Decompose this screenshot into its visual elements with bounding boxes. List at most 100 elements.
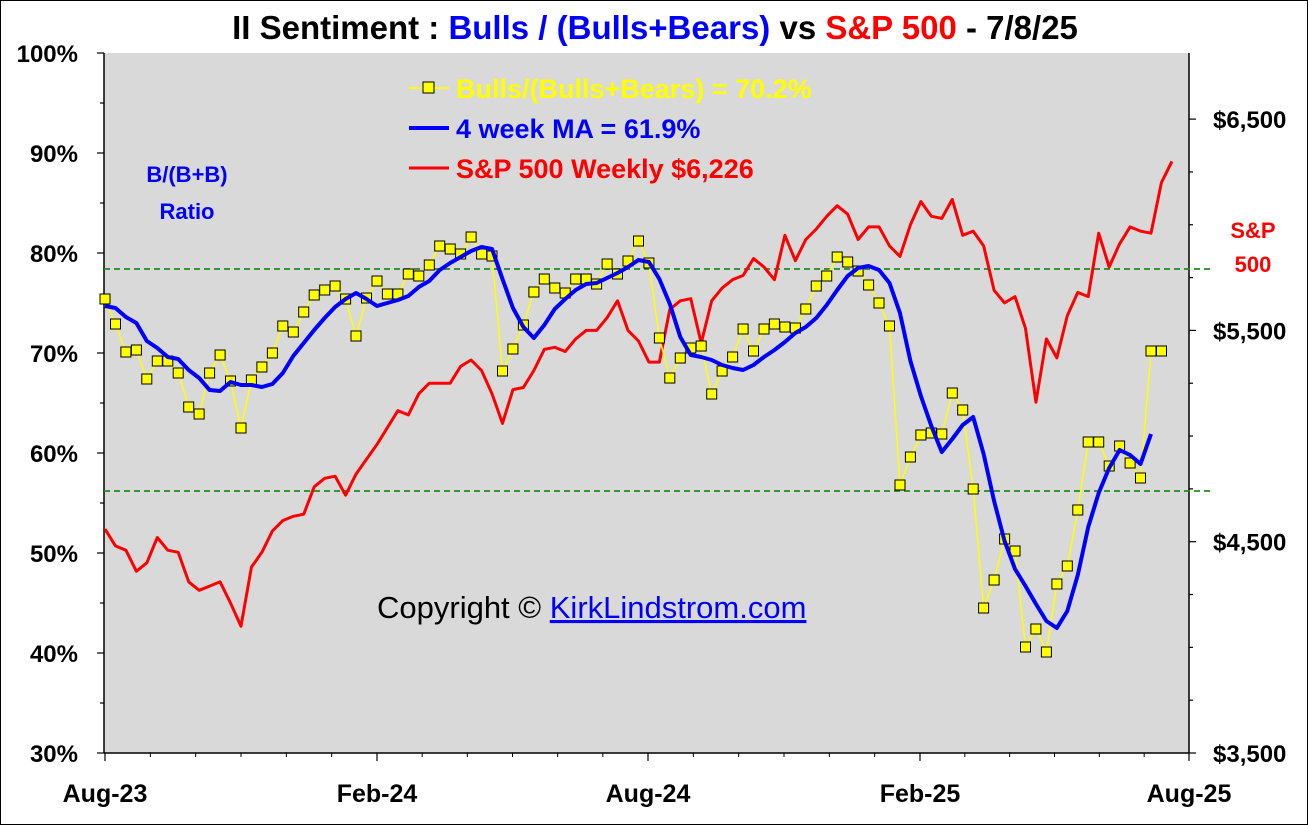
left-tick-label: 100% (17, 41, 78, 68)
series-sp500 (103, 160, 1174, 628)
bulls-ratio-point (748, 345, 759, 357)
legend-bulls-label: Bulls/(Bulls+Bears) = 70.2% (456, 74, 812, 104)
bulls-ratio-point (1145, 345, 1157, 357)
legend-sp-label: S&P 500 Weekly $6,226 (456, 154, 754, 184)
bulls-ratio-point (1051, 578, 1063, 590)
bulls-ratio-point (873, 297, 885, 309)
left-tick-label: 30% (30, 741, 78, 768)
bulls-ratio-point (810, 280, 822, 292)
bulls-ratio-point (904, 451, 916, 463)
bulls-ratio-point (193, 408, 205, 420)
left-tick-label: 80% (30, 241, 78, 268)
bulls-ratio-point (758, 323, 770, 335)
bulls-ratio-point (946, 387, 958, 399)
bulls-ratio-point (214, 349, 226, 361)
bulls-ratio-point (287, 326, 299, 338)
x-axis-ticks: Aug-23 Feb-24 Aug-24 Feb-25 Aug-25 (63, 780, 1232, 808)
x-tick-label: Feb-24 (337, 780, 418, 808)
bulls-ratio-point (204, 367, 216, 379)
x-tick-label: Aug-25 (1147, 780, 1232, 808)
bulls-ratio-point (779, 321, 791, 333)
copyright-link[interactable]: KirkLindstrom.com (550, 590, 807, 625)
bulls-ratio-point (957, 404, 969, 416)
bulls-ratio-point (967, 483, 979, 495)
axes (97, 52, 1196, 761)
moving-average-line (104, 245, 1153, 630)
bulls-ratio-point (727, 351, 739, 363)
bulls-ratio-point (465, 231, 477, 243)
bulls-ratio-point (884, 320, 895, 332)
sp500-line (103, 160, 1174, 628)
bulls-ratio-point (831, 251, 843, 263)
right-axis-ticks: $3,500 $4,500 $5,500 $6,500 (1213, 107, 1286, 768)
bulls-ratio-point (413, 270, 425, 282)
bulls-ratio-point (507, 343, 519, 355)
bulls-ratio-point (308, 289, 320, 301)
bulls-ratio-point (894, 479, 906, 491)
bulls-ratio-point (476, 248, 488, 260)
bulls-ratio-point (371, 275, 383, 287)
bulls-ratio-point (1135, 472, 1146, 484)
bulls-ratio-point (1082, 436, 1094, 448)
bulls-ratio-point (988, 574, 1000, 586)
bulls-ratio-point (172, 367, 184, 379)
bulls-ratio-point (1072, 504, 1084, 516)
bulls-ratio-point (601, 258, 613, 270)
right-tick-label: $5,500 (1213, 318, 1286, 345)
bulls-ratio-point (444, 243, 456, 255)
left-tick-label: 70% (30, 341, 78, 368)
plot-area (104, 53, 1189, 753)
bulls-ratio-point (1030, 623, 1042, 635)
title-part-5: - 7/8/25 (957, 9, 1078, 46)
bulls-ratio-point (821, 270, 833, 282)
bulls-ratio-point (319, 284, 331, 296)
right-axis-annotation-line2: 500 (1235, 252, 1272, 277)
left-axis-annotation-line1: B/(B+B) (146, 162, 227, 187)
bulls-ratio-point (1040, 646, 1052, 658)
bulls-ratio-point (1093, 436, 1105, 448)
bulls-ratio-point (497, 365, 508, 377)
left-axis-ticks: 30% 40% 50% 60% 70% 80% 90% 100% (17, 41, 78, 768)
bulls-ratio-point (402, 268, 414, 280)
bulls-ratio-point (768, 318, 780, 330)
bulls-ratio-point (664, 372, 676, 384)
bulls-ratio-point (653, 332, 665, 344)
bulls-ratio-point (538, 273, 550, 285)
copyright-prefix: Copyright © (377, 590, 550, 625)
bulls-ratio-point (99, 293, 111, 305)
title-part-1: II Sentiment : (232, 9, 448, 46)
legend-ma-label: 4 week MA = 61.9% (456, 114, 700, 144)
x-tick-label: Aug-24 (606, 780, 691, 808)
bulls-ratio-point (1156, 345, 1167, 357)
bulls-ratio-point (863, 279, 875, 291)
bulls-ratio-point (1124, 457, 1136, 469)
bulls-ratio-point (423, 259, 435, 271)
bulls-ratio-point (151, 355, 163, 367)
right-tick-label: $4,500 (1213, 530, 1286, 557)
right-axis-annotation-line1: S&P (1230, 218, 1275, 243)
legend-bulls-swatch-marker (422, 81, 435, 94)
bulls-ratio-point (434, 240, 446, 252)
bulls-ratio-point (277, 320, 289, 332)
bulls-ratio-point (936, 428, 948, 440)
bulls-ratio-point (350, 330, 362, 342)
bulls-ratio-point (570, 273, 582, 285)
bulls-ratio-point (800, 303, 812, 315)
bulls-ratio-point (183, 401, 195, 413)
title-part-4: S&P 500 (825, 9, 956, 46)
series-moving-average (104, 245, 1153, 630)
bulls-ratio-point (298, 306, 310, 318)
title-part-2: Bulls / (Bulls+Bears) (448, 9, 770, 46)
bulls-ratio-point (695, 340, 707, 352)
left-tick-label: 60% (30, 441, 78, 468)
copyright-notice: Copyright © KirkLindstrom.com (377, 590, 806, 625)
bulls-ratio-point (1020, 641, 1031, 653)
bulls-ratio-point (737, 323, 749, 335)
bulls-ratio-point (110, 318, 121, 330)
bulls-ratio-point (549, 282, 561, 294)
right-tick-label: $6,500 (1213, 107, 1286, 134)
bulls-ratio-point (266, 347, 278, 359)
right-tick-label: $3,500 (1213, 741, 1286, 768)
